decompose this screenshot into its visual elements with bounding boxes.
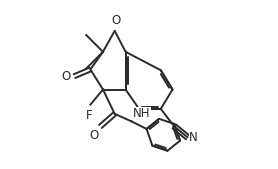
- Text: NH: NH: [133, 107, 151, 120]
- Text: O: O: [61, 70, 70, 83]
- Text: F: F: [86, 109, 93, 122]
- Text: O: O: [90, 129, 99, 142]
- Text: N: N: [189, 131, 198, 144]
- Text: O: O: [111, 14, 120, 27]
